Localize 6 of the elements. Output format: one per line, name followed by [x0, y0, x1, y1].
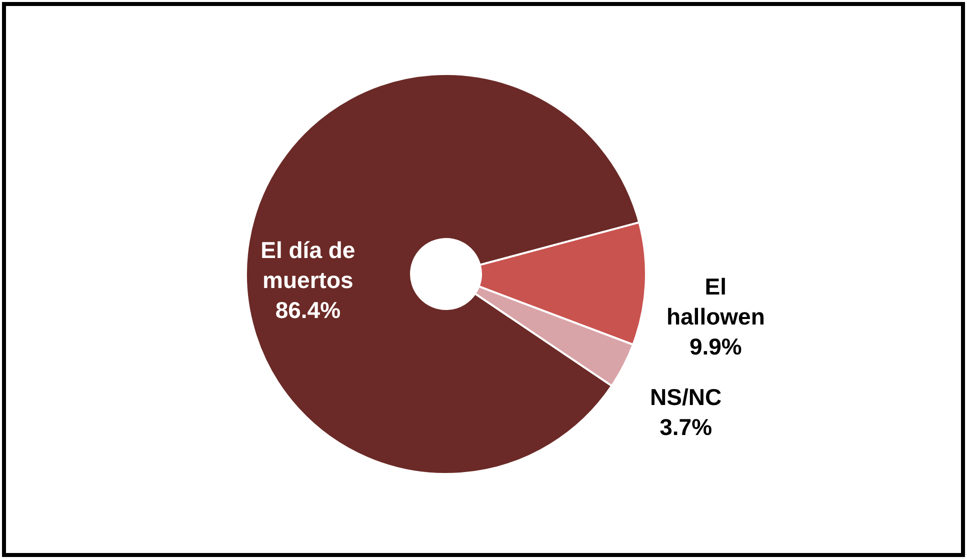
data-label: 3.7%: [660, 414, 712, 440]
slice-label: NS/NC: [650, 384, 722, 410]
slice-label: El día de muertos: [260, 236, 356, 293]
data-label: 86.4%: [275, 296, 341, 323]
data-label: 9.9%: [689, 333, 742, 360]
slice-label: El hallowen: [666, 273, 765, 330]
